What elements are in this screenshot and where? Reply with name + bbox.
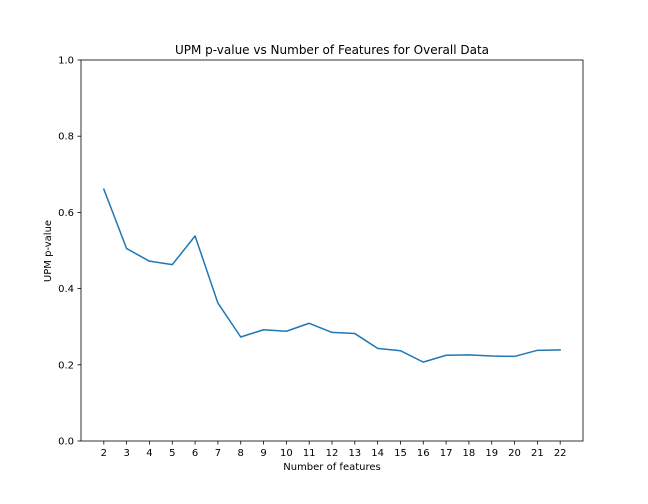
y-axis-label: UPM p-value [43,220,54,282]
x-tick-label-9: 9 [260,448,266,459]
x-tick-label-16: 16 [417,448,430,459]
y-tick-label-0.8: 0.8 [58,132,74,143]
x-tick-label-20: 20 [508,448,521,459]
x-tick-label-15: 15 [394,448,407,459]
x-tick-label-17: 17 [440,448,453,459]
x-tick-label-8: 8 [238,448,244,459]
x-tick-label-22: 22 [554,448,567,459]
x-tick-label-6: 6 [192,448,198,459]
y-tick-label-0.4: 0.4 [58,284,74,295]
x-tick-label-18: 18 [463,448,476,459]
y-tick-label-0.6: 0.6 [58,208,74,219]
plot-area: 2 3 4 5 6 7 8 9 10 11 12 13 14 15 16 17 18 19 20 21 22 0.0 0.2… [58,56,584,459]
x-tick-label-3: 3 [123,448,129,459]
x-axis-label: Number of features [283,462,380,473]
chart-title: UPM p-value vs Number of Features for Ov… [175,43,489,57]
x-tick-label-7: 7 [215,448,221,459]
x-tick-label-14: 14 [371,448,384,459]
x-tick-label-13: 13 [348,448,361,459]
x-tick-label-12: 12 [326,448,339,459]
x-tick-label-21: 21 [531,448,544,459]
x-tick-label-5: 5 [169,448,175,459]
y-tick-label-0.0: 0.0 [58,437,74,448]
x-tick-label-4: 4 [146,448,152,459]
x-tick-label-2: 2 [101,448,107,459]
x-tick-label-19: 19 [485,448,498,459]
y-tick-label-0.2: 0.2 [58,360,74,371]
x-tick-label-11: 11 [303,448,316,459]
x-tick-label-10: 10 [280,448,293,459]
y-tick-label-1.0: 1.0 [58,56,74,67]
